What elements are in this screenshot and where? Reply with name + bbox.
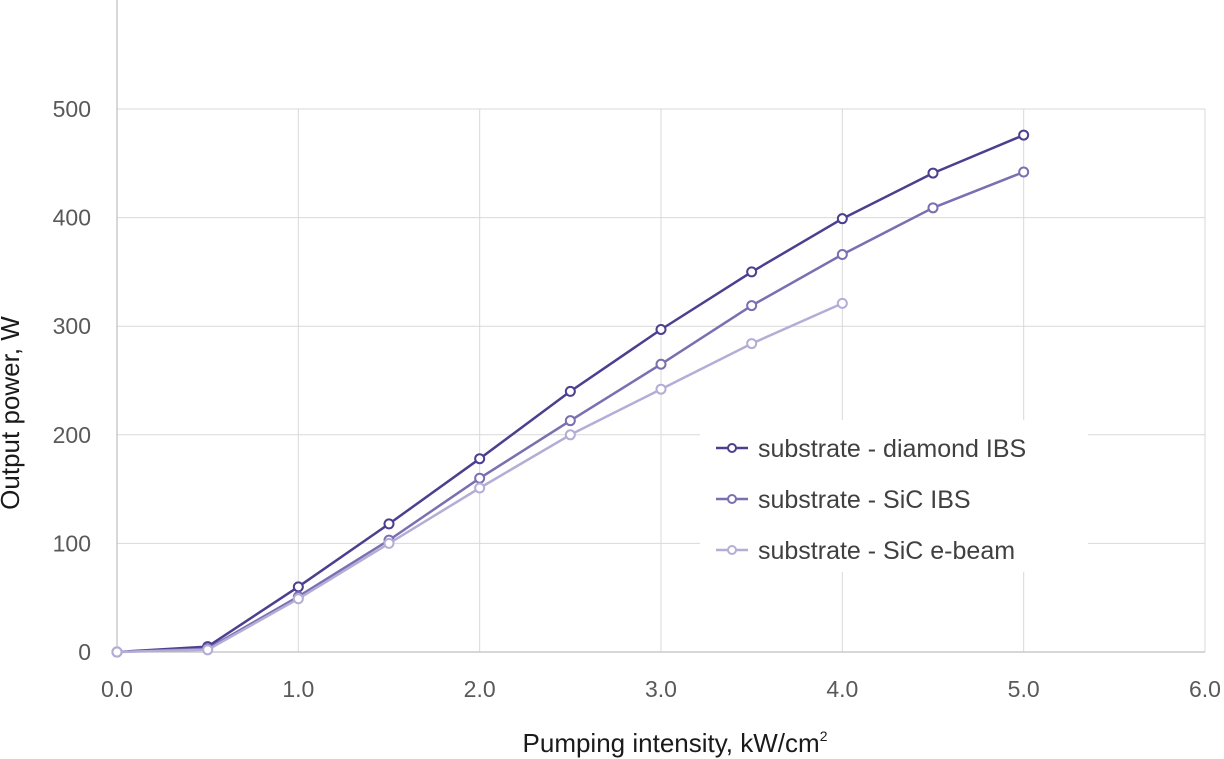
x-tick-label: 3.0 xyxy=(645,676,677,702)
legend-item: substrate - SiC IBS xyxy=(716,486,971,514)
data-point xyxy=(564,415,576,427)
y-tick-label: 0 xyxy=(78,639,91,665)
data-point xyxy=(111,646,123,658)
y-tick-label: 100 xyxy=(53,530,91,556)
x-tick-label: 1.0 xyxy=(282,676,314,702)
legend-label: substrate - SiC e-beam xyxy=(758,537,1015,565)
legend-background xyxy=(700,420,1088,572)
data-point xyxy=(746,338,758,350)
x-tick-label: 0.0 xyxy=(101,676,133,702)
x-tick-label: 5.0 xyxy=(1008,676,1040,702)
axes xyxy=(116,0,1205,653)
data-point xyxy=(655,358,667,370)
y-axis-ticks: 0 100 200 300 400 500 xyxy=(53,96,91,665)
legend-item: substrate - SiC e-beam xyxy=(716,537,1015,565)
data-point xyxy=(383,537,395,549)
y-axis-title: Output power, W xyxy=(0,316,25,510)
data-point xyxy=(564,429,576,441)
y-tick-label: 300 xyxy=(53,313,91,339)
data-point xyxy=(292,581,304,593)
y-tick-label: 400 xyxy=(53,205,91,231)
data-point xyxy=(474,453,486,465)
data-point xyxy=(746,300,758,312)
data-point xyxy=(746,266,758,278)
legend-label: substrate - diamond IBS xyxy=(758,435,1026,463)
x-tick-label: 4.0 xyxy=(826,676,858,702)
x-axis-ticks: 0.0 1.0 2.0 3.0 4.0 5.0 6.0 xyxy=(101,676,1221,702)
data-point xyxy=(836,297,848,309)
legend-item: substrate - diamond IBS xyxy=(716,435,1026,463)
data-point xyxy=(474,472,486,484)
data-point xyxy=(564,385,576,397)
x-tick-label: 6.0 xyxy=(1189,676,1221,702)
legend-swatch-marker xyxy=(727,494,737,504)
series-1 xyxy=(111,129,1030,658)
data-point xyxy=(474,482,486,494)
data-point xyxy=(1018,129,1030,141)
series-group xyxy=(111,129,1030,658)
legend-swatch-marker xyxy=(727,545,737,555)
data-point xyxy=(202,644,214,656)
data-point xyxy=(383,518,395,530)
legend: substrate - diamond IBS substrate - SiC I… xyxy=(700,420,1088,572)
data-point xyxy=(655,323,667,335)
series-2 xyxy=(111,166,1030,658)
data-point xyxy=(927,202,939,214)
data-point xyxy=(655,383,667,395)
y-tick-label: 200 xyxy=(53,422,91,448)
x-axis-title-superscript: 2 xyxy=(820,728,828,744)
x-axis-title: Pumping intensity, kW/cm2 xyxy=(523,728,828,758)
data-point xyxy=(1018,166,1030,178)
data-point xyxy=(927,167,939,179)
series-3 xyxy=(111,297,848,658)
y-tick-label: 500 xyxy=(53,96,91,122)
x-axis-title-text: Pumping intensity, kW/cm xyxy=(523,728,820,758)
data-point xyxy=(292,593,304,605)
series-line xyxy=(116,170,1025,654)
data-point xyxy=(836,249,848,261)
data-point xyxy=(836,213,848,225)
legend-swatch-marker xyxy=(727,443,737,453)
legend-label: substrate - SiC IBS xyxy=(758,486,971,514)
x-tick-label: 2.0 xyxy=(464,676,496,702)
